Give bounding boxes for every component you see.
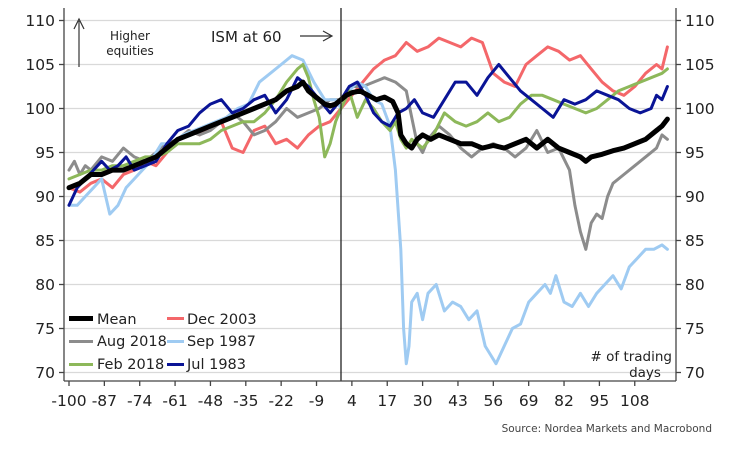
legend-item-mean: Mean [69, 312, 137, 328]
x-axis-title-line2: days [629, 365, 661, 381]
right-arrow-head-icon [322, 30, 334, 42]
legend-swatch-jul-1983 [167, 363, 184, 366]
y-tick-label-left: 75 [35, 320, 55, 338]
source-note: Source: Nordea Markets and Macrobond [502, 423, 712, 435]
up-arrow-head-icon [73, 17, 85, 30]
legend-swatch-feb-2018 [69, 363, 93, 366]
x-tick-label: -61 [162, 392, 187, 410]
x-tick-label: -48 [198, 392, 223, 410]
series-line-aug-2018 [67, 76, 669, 251]
x-axis-title: # of trading days [591, 349, 672, 381]
x-tick-label: -74 [127, 392, 152, 410]
y-tick-label-left: 110 [25, 12, 55, 30]
series-line-feb-2018 [67, 63, 669, 181]
x-tick-label: 43 [448, 392, 468, 410]
x-tick-label: 4 [347, 392, 357, 410]
y-tick-label-right: 110 [685, 12, 715, 30]
legend-item-feb-2018: Feb 2018 [69, 357, 164, 373]
y-tick-label-left: 95 [35, 144, 55, 162]
y-tick-label-left: 105 [25, 56, 55, 74]
series-line-dec-2003 [67, 36, 669, 194]
x-tick-label: 82 [554, 392, 574, 410]
x-tick-label: 95 [590, 392, 610, 410]
y-tick-label-right: 75 [685, 320, 705, 338]
legend-swatch-sep-1987 [167, 340, 184, 343]
legend-swatch-mean [69, 316, 93, 321]
y-tick-label-right: 85 [685, 232, 705, 250]
x-tick-label: -87 [92, 392, 117, 410]
legend-swatch-dec-2003 [167, 317, 184, 320]
y-tick-label-right: 95 [685, 144, 705, 162]
x-tick-label: 56 [483, 392, 503, 410]
y-tick-label-right: 90 [685, 188, 705, 206]
y-tick-label-left: 100 [25, 100, 55, 118]
legend-label-feb-2018: Feb 2018 [97, 357, 164, 373]
legend-label-aug-2018: Aug 2018 [97, 334, 167, 350]
axes [63, 8, 677, 382]
tick-labels: 70 70 75 75 80 80 85 85 90 90 95 95 100 100 105 105 110 1… [25, 12, 714, 410]
x-tick-label: -100 [51, 392, 86, 410]
y-tick-label-right: 80 [685, 276, 705, 294]
legend-item-aug-2018: Aug 2018 [69, 334, 167, 350]
legend-item-jul-1983: Jul 1983 [167, 357, 246, 373]
x-tick-label: -9 [309, 392, 324, 410]
y-tick-label-left: 80 [35, 276, 55, 294]
x-tick-label: -35 [233, 392, 258, 410]
ism-annotation: ISM at 60 [211, 28, 334, 46]
legend-label-jul-1983: Jul 1983 [186, 357, 246, 373]
y-tick-label-left: 85 [35, 232, 55, 250]
x-tick-label: 30 [413, 392, 433, 410]
legend-label-mean: Mean [97, 312, 137, 328]
y-tick-label-left: 90 [35, 188, 55, 206]
x-tick-label: 108 [620, 392, 650, 410]
x-axis-title-line1: # of trading [591, 349, 672, 365]
y-tick-label-right: 105 [685, 56, 715, 74]
y-tick-label-right: 70 [685, 364, 705, 382]
x-tick-label: -22 [268, 392, 293, 410]
x-tick-label: 69 [519, 392, 539, 410]
legend: Mean Dec 2003 Aug 2018 Sep 1987 Feb 2018… [69, 312, 257, 373]
higher-equities-line2: equities [106, 44, 154, 58]
higher-equities-line1: Higher [110, 29, 150, 43]
legend-item-dec-2003: Dec 2003 [167, 312, 257, 328]
legend-swatch-aug-2018 [69, 340, 93, 343]
ism-label: ISM at 60 [211, 28, 282, 46]
y-tick-label-left: 70 [35, 364, 55, 382]
legend-label-sep-1987: Sep 1987 [187, 334, 256, 350]
x-tick-label: 17 [377, 392, 397, 410]
series-lines [66, 36, 670, 366]
series-line-mean [66, 79, 670, 191]
y-tick-label-right: 100 [685, 100, 715, 118]
higher-equities-annotation: Higher equities [73, 17, 154, 67]
legend-label-dec-2003: Dec 2003 [187, 312, 257, 328]
legend-item-sep-1987: Sep 1987 [167, 334, 256, 350]
